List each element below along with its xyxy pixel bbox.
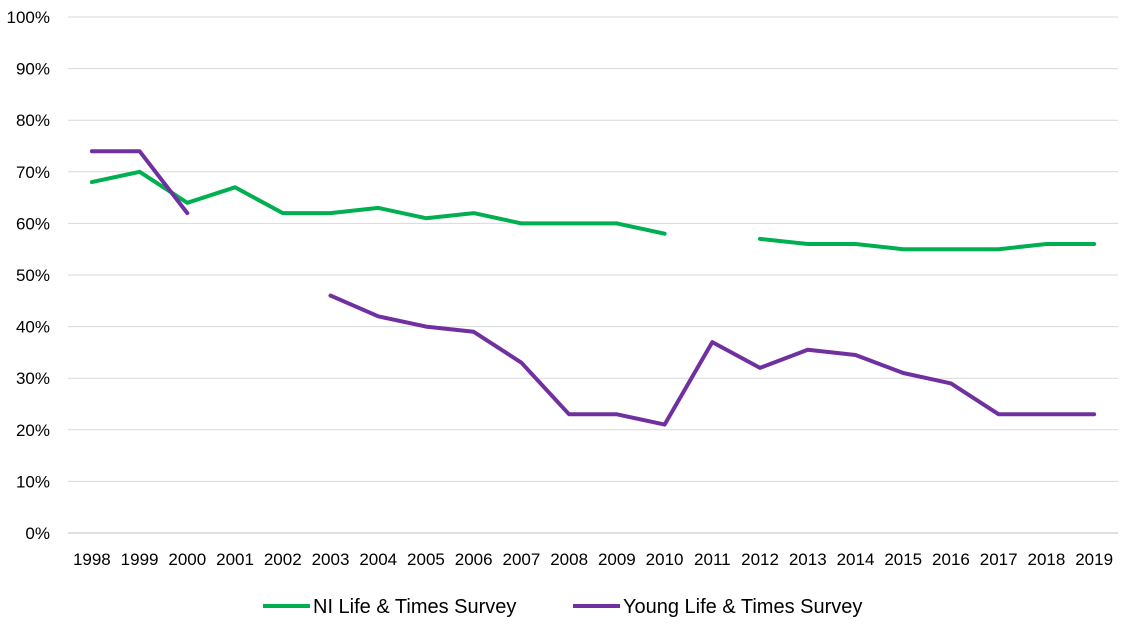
series-1: [89, 169, 1097, 252]
y-tick-label: 20%: [16, 421, 50, 440]
x-tick-label: 2012: [741, 550, 779, 569]
x-tick-label: 2005: [407, 550, 445, 569]
x-tick-label: 2003: [312, 550, 350, 569]
x-tick-label: 2016: [932, 550, 970, 569]
x-tick-label: 2017: [980, 550, 1018, 569]
x-tick-label: 2007: [502, 550, 540, 569]
y-tick-label: 60%: [16, 214, 50, 233]
x-tick-label: 2000: [168, 550, 206, 569]
x-tick-label: 2015: [884, 550, 922, 569]
x-tick-label: 2011: [694, 550, 731, 569]
x-tick-label: 2004: [359, 550, 397, 569]
series-line-segment: [89, 169, 667, 236]
x-tick-label: 2014: [837, 550, 875, 569]
series-line-segment: [758, 236, 1097, 252]
y-tick-label: 90%: [16, 60, 50, 79]
series-line-segment: [89, 149, 190, 216]
x-tick-label: 2013: [789, 550, 827, 569]
y-tick-label: 10%: [16, 472, 50, 491]
y-tick-label: 50%: [16, 266, 50, 285]
legend: NI Life & Times Survey Young Life & Times…: [263, 596, 862, 618]
x-tick-label: 2009: [598, 550, 636, 569]
y-tick-label: 0%: [25, 524, 50, 543]
y-tick-label: 100%: [7, 8, 50, 27]
x-axis-tick-labels: 1998 1999 2000 2001 2002 2003 2004 2005 2006 2007…: [73, 550, 1113, 569]
x-tick-label: 1999: [121, 550, 159, 569]
x-tick-label: 2018: [1027, 550, 1065, 569]
y-tick-label: 80%: [16, 111, 50, 130]
series-line-segment: [328, 293, 1097, 427]
x-tick-label: 2001: [216, 550, 254, 569]
x-tick-label: 2019: [1075, 550, 1113, 569]
y-tick-label: 30%: [16, 369, 50, 388]
y-tick-label: 40%: [16, 318, 50, 337]
x-tick-label: 2008: [550, 550, 588, 569]
x-tick-label: 2002: [264, 550, 302, 569]
legend-label: Young Life & Times Survey: [623, 596, 862, 618]
x-tick-label: 2006: [455, 550, 493, 569]
gridlines: [68, 16, 1118, 534]
y-tick-label: 70%: [16, 163, 50, 182]
x-tick-label: 1998: [73, 550, 111, 569]
series-2: [89, 149, 1097, 427]
y-axis-tick-labels: 0% 10% 20% 30% 40% 50% 60% 70% 80% 90% 100%: [7, 8, 50, 543]
series-lines: [89, 149, 1097, 427]
x-tick-label: 2010: [646, 550, 684, 569]
legend-label: NI Life & Times Survey: [313, 596, 516, 618]
